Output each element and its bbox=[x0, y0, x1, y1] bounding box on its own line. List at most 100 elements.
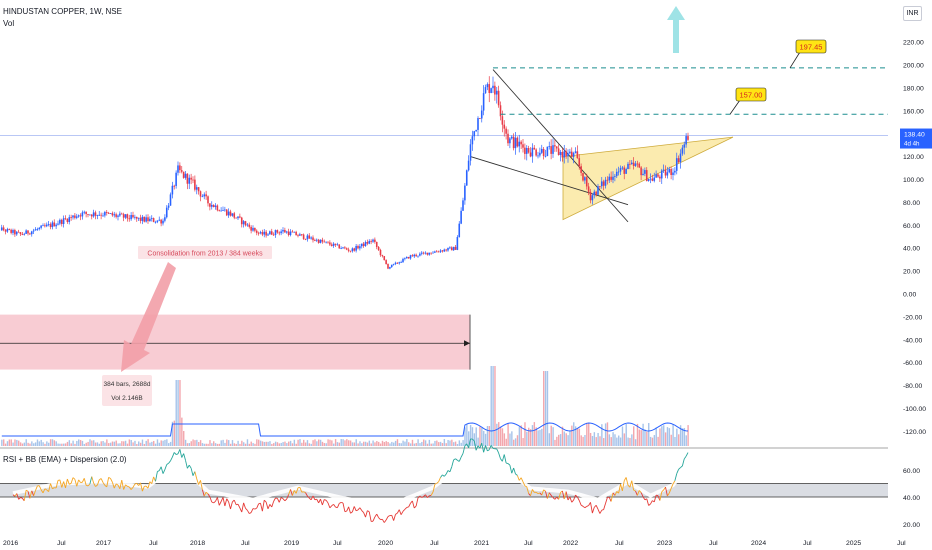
volume-bar bbox=[438, 442, 440, 446]
candle-body bbox=[430, 252, 432, 254]
rsi-segment bbox=[40, 489, 44, 494]
candle-body bbox=[484, 87, 487, 94]
candle-body bbox=[450, 247, 453, 251]
candle-body bbox=[524, 147, 526, 154]
volume-bar bbox=[481, 427, 483, 446]
target-label: 157.00 bbox=[740, 91, 763, 100]
consolidation-box bbox=[0, 314, 470, 370]
candle-body bbox=[645, 170, 648, 181]
candle-body bbox=[134, 216, 136, 218]
rsi-segment bbox=[140, 482, 143, 492]
volume-bar bbox=[531, 425, 534, 446]
price-tick-label: 220.00 bbox=[903, 40, 924, 47]
time-tick-label: 2016 bbox=[3, 540, 18, 547]
candle-body bbox=[60, 219, 63, 225]
candle-body bbox=[542, 148, 545, 156]
candle-body bbox=[72, 215, 74, 218]
rsi-segment bbox=[481, 442, 485, 453]
candle-body bbox=[287, 231, 290, 235]
rsi-segment bbox=[408, 503, 411, 508]
volume-bar bbox=[109, 442, 112, 446]
price-tick-label: 200.00 bbox=[903, 63, 924, 70]
candle-body bbox=[214, 205, 217, 208]
consolidation-label: Consolidation from 2013 / 384 weeks bbox=[147, 251, 263, 258]
rsi-segment bbox=[432, 484, 436, 493]
rsi-segment bbox=[69, 482, 72, 485]
candle-body bbox=[23, 233, 26, 235]
volume-bar bbox=[679, 425, 682, 446]
volume-bar bbox=[569, 430, 571, 446]
candle-body bbox=[599, 186, 601, 187]
volume-bar bbox=[21, 443, 24, 446]
volume-bar bbox=[393, 442, 395, 446]
candle-body bbox=[597, 186, 599, 195]
candle-body bbox=[90, 214, 93, 217]
rsi-segment bbox=[526, 486, 530, 494]
rsi-segment bbox=[395, 512, 398, 515]
volume-bar bbox=[561, 426, 564, 446]
candle-body bbox=[602, 181, 605, 186]
rsi-segment bbox=[342, 502, 346, 512]
volume-bar bbox=[6, 441, 9, 446]
volume-bar bbox=[464, 427, 466, 446]
volume-label[interactable]: Vol bbox=[3, 19, 15, 28]
rsi-segment bbox=[636, 490, 640, 496]
volume-bar bbox=[469, 425, 472, 446]
volume-bar bbox=[27, 442, 29, 446]
volume-bar bbox=[546, 371, 549, 446]
candle-body bbox=[98, 214, 101, 216]
time-tick-label: 2023 bbox=[657, 540, 672, 547]
candle-body bbox=[565, 151, 567, 157]
volume-bar bbox=[623, 433, 626, 446]
rsi-segment bbox=[166, 462, 169, 465]
rsi-segment bbox=[209, 496, 213, 503]
volume-bar bbox=[104, 442, 106, 446]
rsi-title[interactable]: RSI + BB (EMA) + Dispersion (2.0) bbox=[3, 455, 127, 464]
volume-bar bbox=[507, 422, 509, 446]
time-tick-label: Jul bbox=[709, 540, 718, 547]
volume-bar bbox=[378, 441, 380, 446]
candle-body bbox=[57, 223, 59, 225]
volume-bar bbox=[574, 426, 577, 446]
candle-body bbox=[194, 179, 196, 190]
rsi-segment bbox=[676, 469, 680, 474]
volume-bar bbox=[192, 439, 194, 446]
volume-bar bbox=[128, 439, 131, 446]
volume-bar bbox=[293, 439, 296, 446]
volume-bar bbox=[344, 440, 346, 446]
candle-body bbox=[160, 219, 162, 224]
volume-bar bbox=[612, 432, 614, 446]
symbol-title[interactable]: HINDUSTAN COPPER, 1W, NSE bbox=[3, 7, 122, 16]
candle-body bbox=[535, 149, 537, 156]
volume-bar bbox=[226, 439, 228, 446]
rsi-segment bbox=[530, 489, 533, 496]
rsi-segment bbox=[511, 467, 515, 474]
volume-bar bbox=[550, 425, 552, 446]
volume-bar bbox=[348, 440, 350, 446]
time-tick-label: Jul bbox=[430, 540, 439, 547]
candle-body bbox=[169, 194, 172, 206]
volume-bar bbox=[239, 443, 241, 446]
price-tick-label: -20.00 bbox=[903, 314, 922, 321]
volume-bar bbox=[642, 423, 644, 446]
time-tick-label: Jul bbox=[803, 540, 812, 547]
volume-bar bbox=[366, 442, 369, 446]
rsi-segment bbox=[280, 497, 284, 500]
candle-body bbox=[105, 211, 108, 213]
candle-body bbox=[137, 217, 140, 219]
volume-bar bbox=[158, 442, 161, 446]
volume-bar bbox=[514, 438, 517, 446]
rsi-segment bbox=[95, 484, 98, 487]
candle-body bbox=[332, 243, 335, 246]
candle-body bbox=[505, 128, 507, 134]
rsi-segment bbox=[635, 490, 638, 496]
rsi-segment bbox=[183, 453, 186, 461]
volume-bar bbox=[468, 431, 470, 446]
currency-button[interactable]: INR bbox=[903, 6, 922, 21]
candle-body bbox=[632, 162, 635, 166]
volume-bar bbox=[301, 442, 303, 446]
candle-body bbox=[550, 146, 552, 154]
volume-bar bbox=[636, 423, 639, 446]
volume-bar bbox=[160, 440, 162, 446]
